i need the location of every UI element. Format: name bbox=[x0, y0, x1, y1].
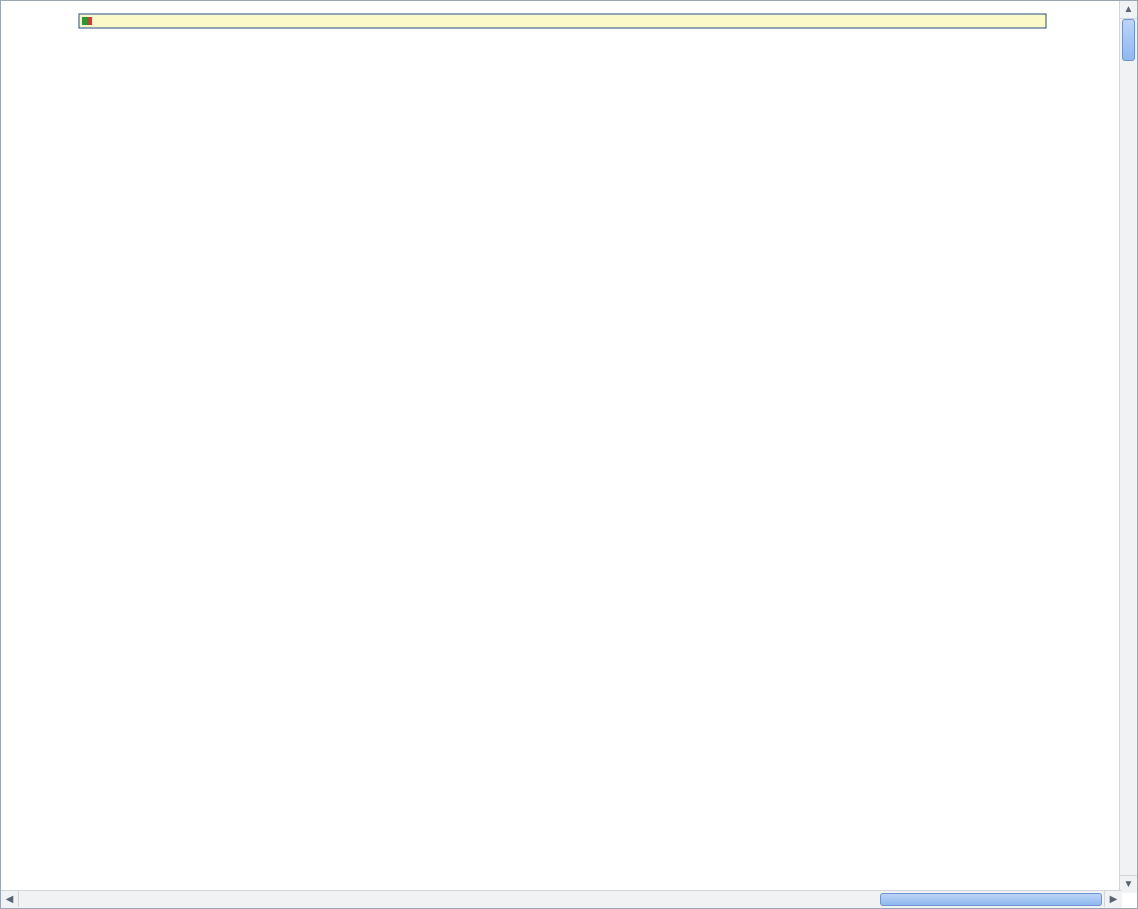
horizontal-scrollbar[interactable]: ◀ ▶ bbox=[1, 890, 1122, 908]
vscroll-thumb[interactable] bbox=[1122, 19, 1135, 61]
chart-svg bbox=[6, 6, 1117, 886]
vertical-scrollbar[interactable]: ▲ ▼ bbox=[1119, 1, 1137, 893]
chart-content bbox=[6, 6, 1115, 886]
scroll-up-arrow[interactable]: ▲ bbox=[1120, 1, 1137, 19]
app-frame: ▲ ▼ ◀ ▶ bbox=[0, 0, 1138, 909]
scroll-down-arrow[interactable]: ▼ bbox=[1120, 875, 1137, 893]
panel1-header bbox=[79, 14, 1046, 28]
hscroll-thumb[interactable] bbox=[880, 893, 1102, 906]
scroll-right-arrow[interactable]: ▶ bbox=[1104, 891, 1122, 907]
scroll-left-arrow[interactable]: ◀ bbox=[1, 891, 19, 907]
